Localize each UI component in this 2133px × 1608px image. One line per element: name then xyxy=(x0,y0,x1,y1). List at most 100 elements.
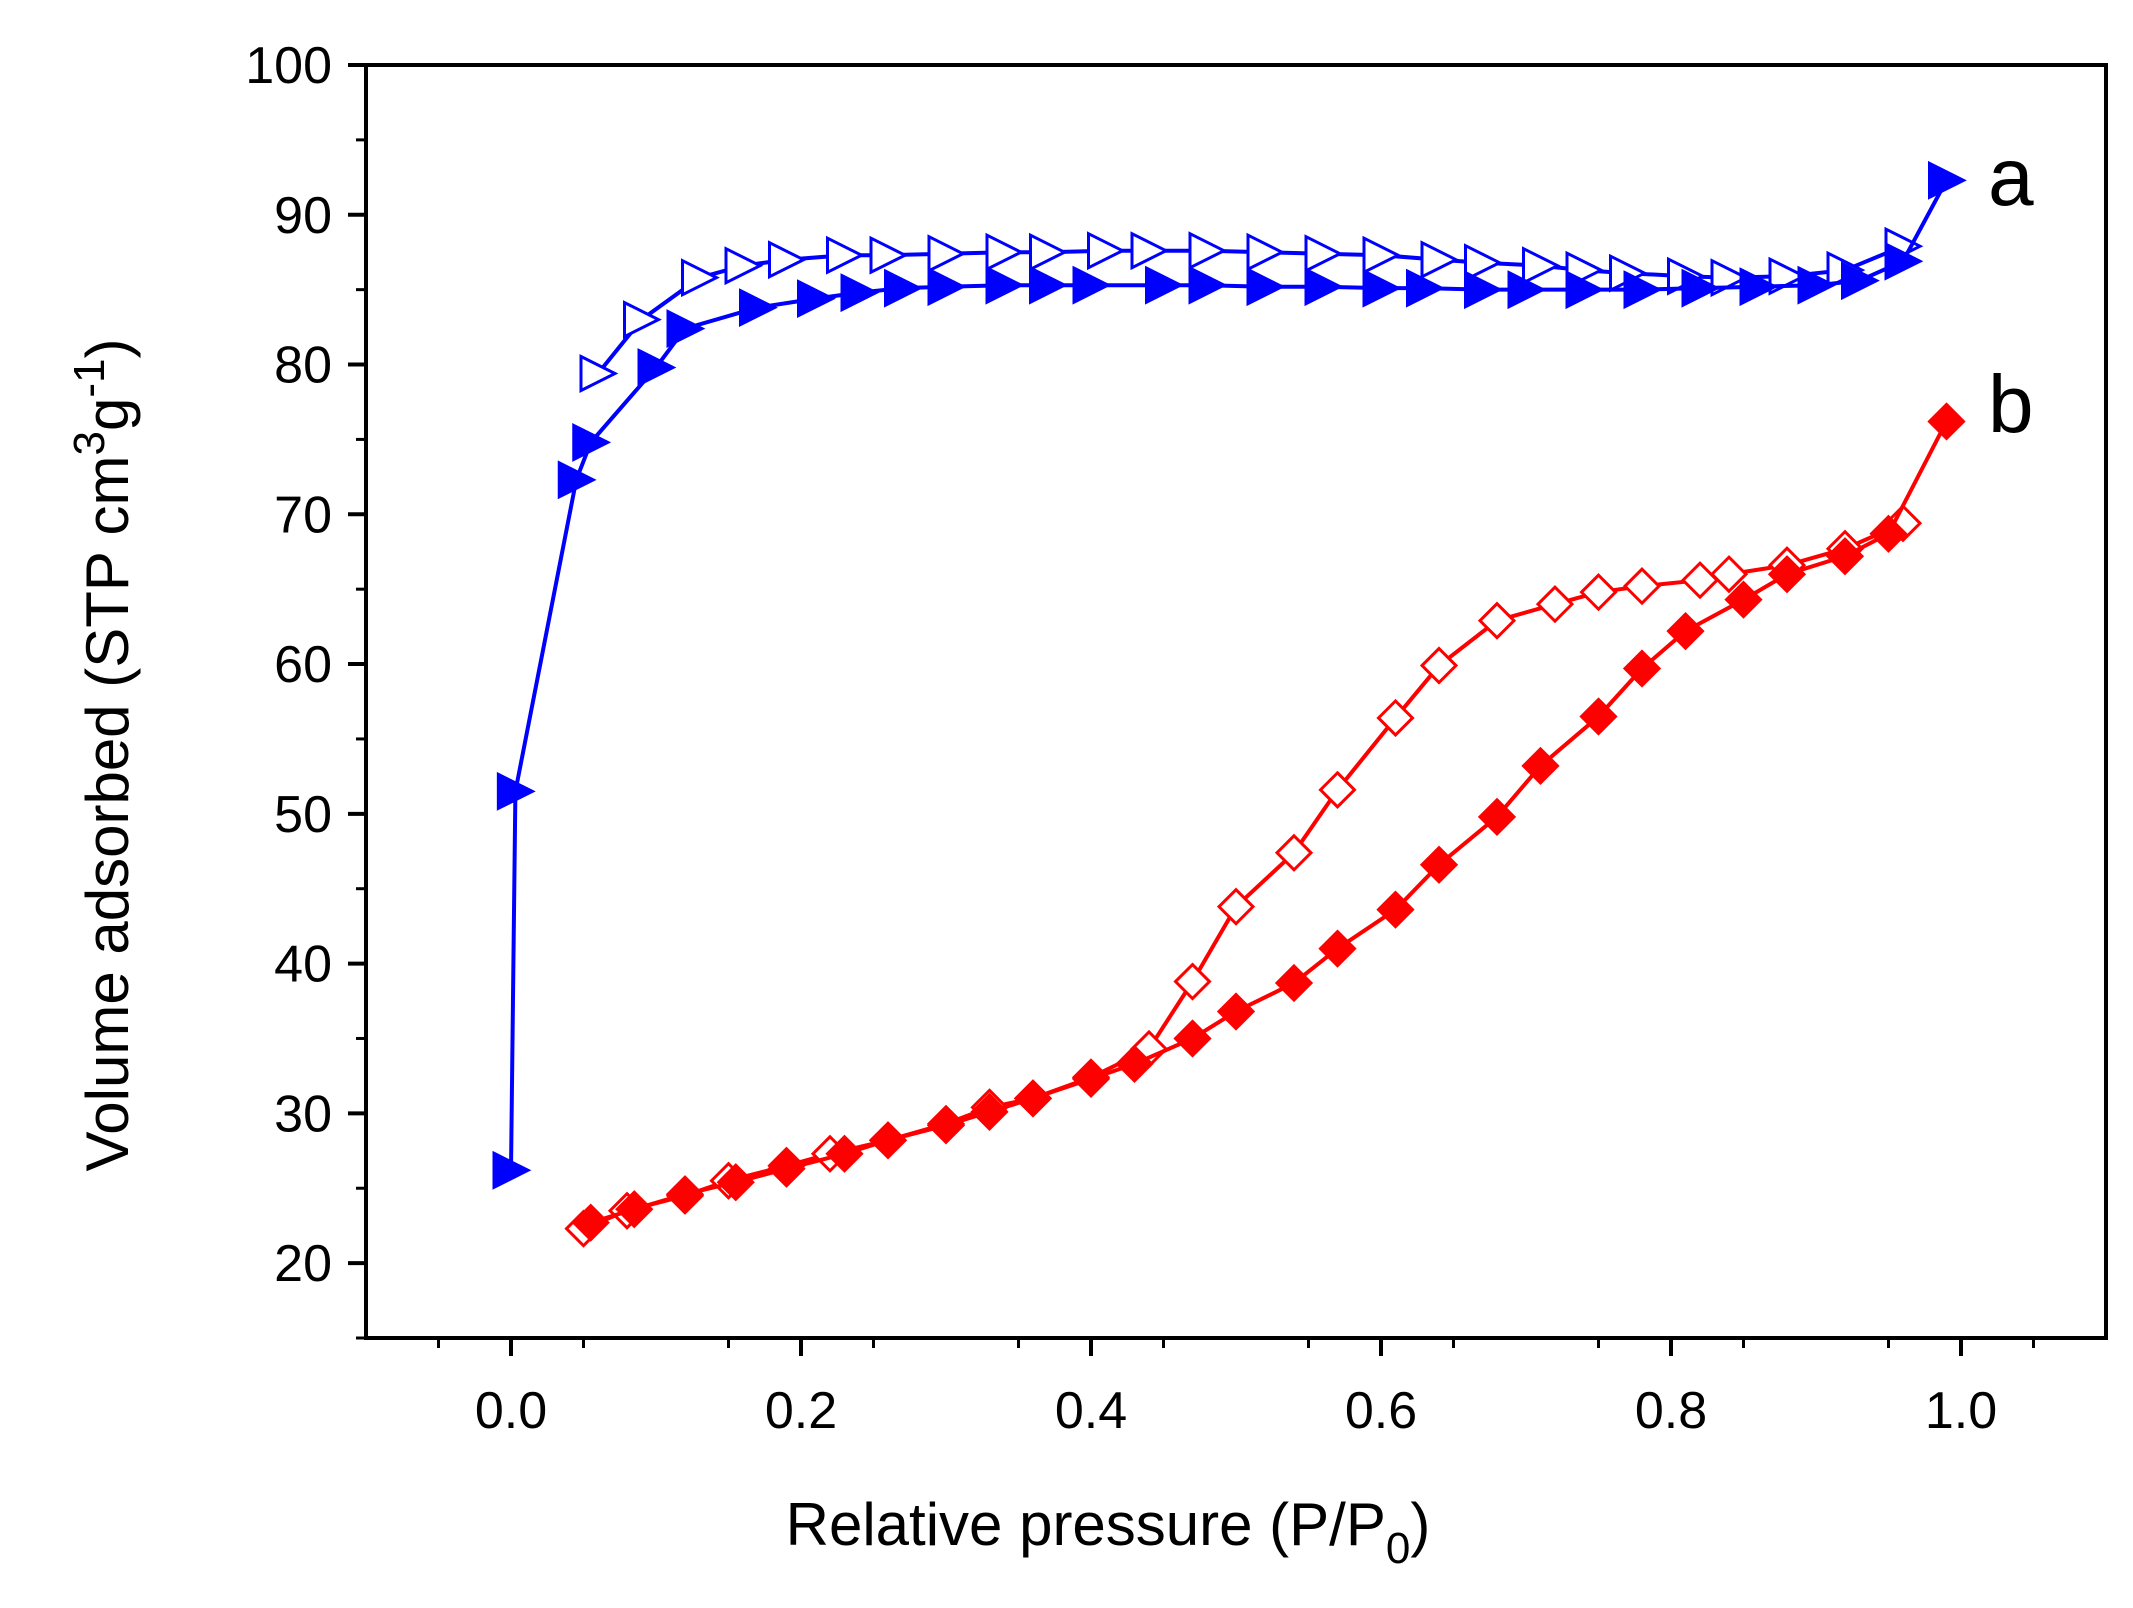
series-a-desorption-point xyxy=(1362,235,1402,275)
series-a-desorption-point xyxy=(985,232,1025,272)
y-tick-label: 30 xyxy=(274,1085,332,1143)
series-a-adsorption-point xyxy=(1623,270,1663,310)
series-a-adsorption-point xyxy=(637,348,677,387)
series-a-desorption-point xyxy=(1420,240,1460,280)
series-a-desorption-point xyxy=(1087,231,1126,271)
series-a-adsorption-point xyxy=(666,309,706,349)
series-a-adsorption-point xyxy=(1507,270,1547,310)
series-a-adsorption-point xyxy=(1362,268,1402,308)
series-label-b: b xyxy=(1988,359,2034,450)
series-a-adsorption-point xyxy=(572,422,612,462)
series-label-a: a xyxy=(1988,132,2034,223)
series-a-desorption-point xyxy=(1188,231,1228,271)
series-a-adsorption-point xyxy=(884,268,923,308)
series-a-adsorption-point xyxy=(1145,265,1184,305)
series-a-adsorption-point xyxy=(1464,270,1503,310)
series-a-adsorption-point xyxy=(492,1150,532,1190)
series-b-desorption-point xyxy=(1535,585,1575,624)
series-b-adsorption-point xyxy=(868,1121,908,1160)
series-a-desorption-point xyxy=(869,235,909,275)
series-a-adsorption-point xyxy=(1565,270,1605,310)
series-a-adsorption-point xyxy=(1681,268,1721,308)
series-b-adsorption-point xyxy=(665,1175,705,1214)
series-a-desorption-point xyxy=(1522,246,1561,286)
series-b-desorption-point xyxy=(1216,887,1256,926)
series-b-adsorption-point xyxy=(1115,1044,1154,1084)
series-b xyxy=(564,402,1966,1248)
series-b-adsorption-point xyxy=(1013,1079,1053,1118)
x-tick-label: 0.6 xyxy=(1345,1382,1417,1440)
series-a-adsorption-point xyxy=(1246,267,1286,307)
series-a xyxy=(492,160,1967,1190)
y-tick-label: 90 xyxy=(274,187,332,245)
series-b-adsorption-point xyxy=(1173,1019,1212,1058)
series-a-adsorption-point xyxy=(1029,265,1068,305)
series-a-adsorption-point xyxy=(1304,267,1344,307)
series-a-desorption-point xyxy=(768,240,807,280)
series-a-adsorption-point xyxy=(927,267,967,307)
series-layer xyxy=(492,160,1967,1248)
series-b-adsorption-point xyxy=(1724,580,1763,619)
y-tick-label: 70 xyxy=(274,486,332,544)
series-b-adsorption-point xyxy=(1318,929,1357,968)
series-b-adsorption-point xyxy=(1767,555,1807,594)
plot-border xyxy=(364,63,2108,1340)
y-tick-label: 50 xyxy=(274,786,332,844)
series-b-adsorption-point xyxy=(1869,514,1908,553)
x-tick-label: 0.2 xyxy=(765,1382,837,1440)
series-b-adsorption-point xyxy=(1579,697,1618,736)
series-b-desorption-point xyxy=(1318,770,1357,809)
y-tick-label: 60 xyxy=(274,636,332,694)
series-a-adsorption-point xyxy=(1841,261,1880,301)
series-a-desorption-point xyxy=(927,234,967,274)
series-a-desorption-point xyxy=(681,258,720,298)
series-b-adsorption-point xyxy=(1622,649,1662,688)
series-a-desorption-point xyxy=(579,354,619,393)
series-b-desorption-point xyxy=(1376,698,1415,738)
series-b-adsorption-point xyxy=(1216,992,1256,1031)
series-a-desorption-point xyxy=(623,300,662,340)
y-tick-label: 80 xyxy=(274,337,332,395)
series-b-adsorption-point xyxy=(716,1163,755,1202)
x-tick-label: 0.8 xyxy=(1635,1382,1707,1440)
series-b-adsorption-point xyxy=(1666,611,1705,651)
series-a-adsorption-point xyxy=(557,460,597,500)
series-b-adsorption-point xyxy=(1927,402,1966,441)
series-b-adsorption-point xyxy=(970,1092,1009,1131)
series-b-desorption-point xyxy=(1477,601,1517,640)
series-a-adsorption-point xyxy=(840,273,880,313)
series-b-desorption-point xyxy=(1680,561,1720,600)
series-b-desorption-point xyxy=(1622,567,1662,606)
series-a-desorption-point xyxy=(1029,232,1068,272)
y-tick-label: 20 xyxy=(274,1235,332,1293)
series-a-adsorption-point xyxy=(1797,265,1837,305)
y-tick-label: 40 xyxy=(274,936,332,994)
series-b-adsorption-line xyxy=(590,420,1949,1225)
series-a-adsorption-point xyxy=(1072,265,1112,305)
series-b-adsorption-point xyxy=(825,1134,864,1173)
series-b-adsorption-point xyxy=(615,1190,654,1229)
series-b-adsorption-point xyxy=(1521,746,1560,786)
series-a-adsorption-point xyxy=(496,771,536,811)
y-tick-label: 100 xyxy=(245,37,332,95)
series-b-desorption-point xyxy=(1709,555,1749,594)
series-a-adsorption-point xyxy=(1406,268,1445,308)
series-a-desorption-point xyxy=(1246,232,1286,272)
series-a-desorption-point xyxy=(1464,243,1503,283)
x-tick-label: 0.0 xyxy=(475,1382,547,1440)
series-b-adsorption-point xyxy=(571,1203,610,1242)
series-b-desorption-line xyxy=(582,521,1904,1231)
series-b-adsorption-point xyxy=(1376,890,1415,929)
series-a-adsorption-point xyxy=(739,288,778,328)
x-tick-label: 1.0 xyxy=(1925,1382,1997,1440)
series-b-adsorption-point xyxy=(926,1106,966,1145)
series-b-desorption-point xyxy=(1274,833,1314,872)
series-b-adsorption-point xyxy=(1274,963,1314,1003)
series-b-adsorption-point xyxy=(767,1149,806,1188)
series-b-adsorption-point xyxy=(1825,537,1865,576)
series-a-adsorption-point xyxy=(1884,241,1924,281)
plot-frame xyxy=(364,63,2108,1340)
x-axis-title: Relative pressure (P/P0) xyxy=(786,1491,1431,1573)
series-b-desorption-point xyxy=(1173,962,1212,1001)
